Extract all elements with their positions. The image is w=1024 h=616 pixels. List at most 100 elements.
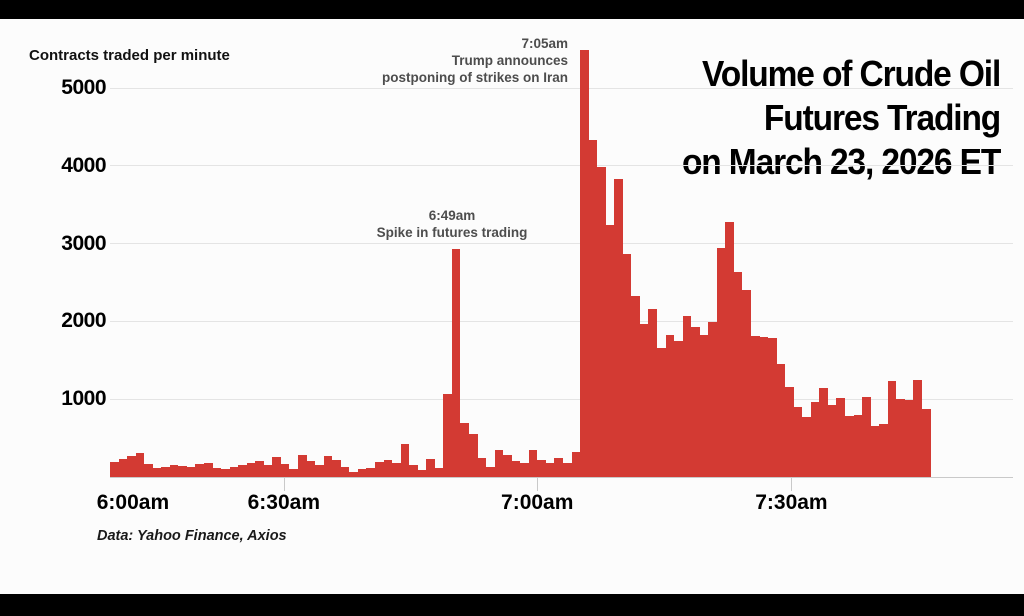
annotation-7-05am-text-1: Trump announces	[451, 53, 568, 68]
volume-bar	[212, 467, 222, 477]
y-tick-label: 4000	[61, 153, 106, 177]
volume-bar	[323, 456, 333, 477]
grid-line	[110, 165, 1013, 167]
volume-bar	[853, 414, 863, 477]
volume-bar	[819, 387, 828, 477]
x-tick-mark	[283, 478, 285, 491]
chart-title-line-3: on March 23, 2026 ET	[681, 141, 1001, 182]
x-axis-baseline	[110, 477, 1013, 478]
volume-bar	[238, 465, 247, 477]
volume-bar	[768, 337, 777, 477]
volume-bar	[597, 166, 606, 477]
volume-bar	[468, 434, 478, 477]
volume-bar	[751, 336, 760, 477]
volume-bar	[631, 295, 640, 477]
volume-bar	[315, 464, 324, 477]
volume-bar	[486, 466, 495, 477]
volume-bar	[298, 455, 307, 477]
volume-bar	[178, 465, 187, 477]
volume-bar	[862, 396, 871, 477]
y-tick-label: 5000	[61, 76, 106, 99]
volume-bar	[562, 463, 572, 477]
volume-bar	[759, 336, 769, 477]
volume-bar	[511, 461, 521, 477]
volume-bar	[349, 471, 358, 477]
volume-bar	[605, 224, 615, 477]
volume-bar	[374, 462, 384, 477]
volume-bar	[537, 459, 546, 477]
volume-bar	[272, 456, 281, 477]
annotation-6-49am-time: 6:49am	[428, 208, 476, 223]
volume-bar	[494, 449, 504, 477]
volume-bar	[409, 464, 418, 477]
volume-bar	[127, 456, 136, 477]
source-credit: Data: Yahoo Finance, Axios	[97, 528, 287, 544]
x-tick-label: 7:30am	[755, 491, 828, 514]
volume-bar	[682, 315, 692, 477]
annotation-7-05am-text-2: postponing of strikes on Iran	[381, 70, 568, 85]
annotation-7-05am: 7:05am Trump announces postponing of str…	[382, 35, 568, 86]
volume-bar	[477, 457, 487, 477]
volume-bar	[921, 408, 931, 477]
volume-bar	[186, 466, 196, 477]
volume-bar	[110, 462, 119, 477]
volume-bar	[263, 464, 273, 477]
volume-bar	[246, 463, 256, 477]
volume-bar	[913, 379, 922, 477]
volume-bar	[639, 323, 649, 477]
volume-bar	[417, 470, 427, 477]
volume-bar	[580, 49, 589, 477]
x-tick-mark	[791, 478, 793, 491]
annotation-6-49am-text: Spike in futures trading	[376, 225, 528, 240]
volume-bar	[802, 417, 811, 477]
volume-bar	[366, 468, 375, 477]
volume-bar	[289, 468, 299, 477]
volume-bar	[896, 399, 905, 477]
volume-bar	[708, 322, 717, 477]
grid-line	[110, 398, 1013, 400]
volume-bar	[622, 253, 632, 477]
chart-title-line-1: Volume of Crude Oil	[701, 53, 1001, 94]
volume-bar	[460, 422, 469, 477]
volume-bar	[699, 334, 709, 477]
y-axis-title: Contracts traded per minute	[29, 47, 230, 64]
volume-bar	[528, 449, 538, 477]
volume-bar	[229, 466, 239, 477]
volume-bar	[725, 221, 734, 477]
volume-bar	[426, 459, 435, 477]
volume-bar	[904, 399, 914, 477]
volume-bar	[879, 423, 888, 477]
volume-bar	[161, 467, 170, 477]
volume-bar	[742, 290, 752, 477]
volume-bar	[785, 386, 794, 477]
volume-bar	[306, 460, 316, 477]
chart-title-line-2: Futures Trading	[763, 97, 1001, 138]
volume-bar	[503, 455, 512, 477]
annotation-6-49am: 6:49am Spike in futures trading	[377, 207, 528, 241]
volume-bar	[827, 405, 837, 477]
volume-bar	[443, 393, 452, 477]
volume-bar	[733, 271, 743, 477]
volume-bar	[845, 415, 854, 477]
volume-bar	[434, 468, 444, 477]
volume-bar	[144, 463, 153, 477]
x-tick-label: 6:30am	[247, 491, 321, 514]
volume-bar	[793, 406, 803, 477]
x-tick-label: 7:00am	[501, 491, 574, 514]
annotation-7-05am-time: 7:05am	[521, 36, 568, 51]
volume-bar	[716, 247, 726, 477]
volume-bar	[135, 452, 145, 477]
volume-bar	[614, 178, 623, 477]
volume-bar	[280, 463, 290, 477]
volume-bar	[332, 460, 341, 477]
volume-bar	[118, 458, 128, 477]
volume-bar	[691, 326, 700, 477]
volume-bar	[776, 364, 786, 477]
volume-bar	[674, 340, 683, 477]
volume-bar	[204, 463, 213, 477]
chart-title: Volume of Crude Oil Futures Trading on M…	[681, 52, 1001, 184]
volume-bar	[340, 466, 350, 477]
volume-bar	[554, 457, 563, 477]
volume-bar	[665, 334, 675, 477]
volume-bar	[520, 463, 529, 477]
